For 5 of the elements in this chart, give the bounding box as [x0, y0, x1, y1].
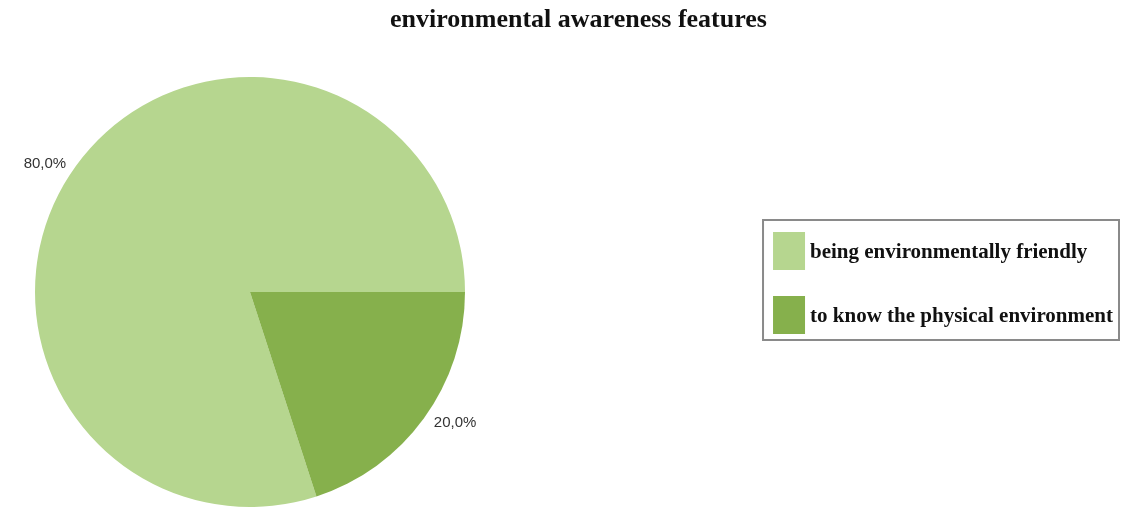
legend-label: being environmentally friendly — [810, 239, 1088, 263]
chart-title: environmental awareness features — [390, 3, 767, 33]
data-label: 80,0% — [23, 153, 67, 171]
legend-label: to know the physical environment — [810, 303, 1114, 327]
data-label: 20,0% — [433, 413, 477, 431]
